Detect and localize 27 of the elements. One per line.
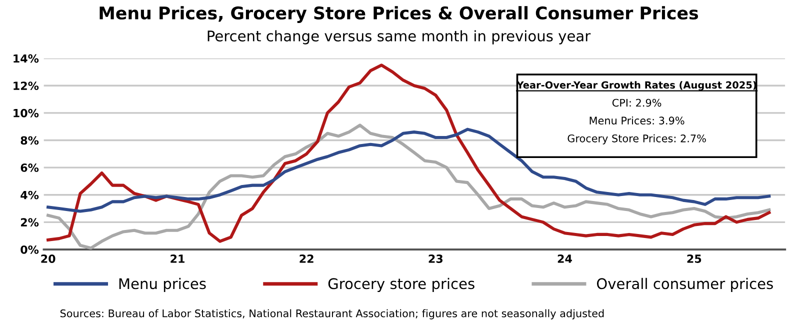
- x-tick-label: 20: [41, 254, 56, 263]
- y-tick-label: 6%: [20, 164, 39, 172]
- legend-label: Overall consumer prices: [596, 278, 773, 292]
- y-tick-label: 12%: [14, 82, 39, 90]
- y-tick-label: 2%: [20, 218, 39, 227]
- y-tick-label: 10%: [14, 108, 39, 118]
- annotation: CPI: 2.9%: [612, 98, 662, 107]
- chart-title: Menu Prices, Grocery Store Prices & Overall Consumer Prices: [100, 6, 698, 24]
- y-tick-label: 8%: [20, 136, 39, 145]
- annotation: Menu Prices: 3.9%: [590, 116, 684, 125]
- chart-subtitle: Percent change versus same month in previous year: [208, 30, 591, 44]
- y-tick-label: 4%: [20, 190, 39, 200]
- y-tick-label: 0%: [20, 245, 39, 254]
- x-tick-label: 25: [687, 254, 702, 263]
- x-tick-label: 21: [170, 254, 184, 263]
- legend-label: Menu prices: [119, 278, 206, 292]
- x-tick-label: 22: [300, 254, 314, 263]
- line-series: [46, 124, 771, 250]
- line-series: [46, 128, 771, 213]
- line-series: [46, 64, 771, 243]
- y-tick-label: 14%: [14, 54, 39, 63]
- annotation: Year-Over-Year Growth Rates (August 2025): [516, 81, 756, 91]
- legend-label: Grocery store prices: [328, 278, 474, 292]
- x-tick-label: 24: [558, 254, 572, 263]
- x-tick-label: 23: [428, 254, 443, 263]
- source-note: Sources: Bureau of Labor Statistics, National Restaurant Association; figures are not seasonally adjusted: [60, 309, 604, 320]
- annotation: Grocery Store Prices: 2.7%: [568, 134, 706, 144]
